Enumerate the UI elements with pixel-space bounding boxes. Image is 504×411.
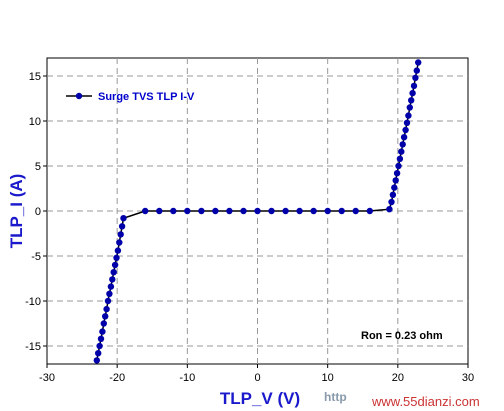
data-point — [412, 74, 419, 82]
y-tick-label: -10 — [25, 296, 41, 308]
data-point — [310, 207, 317, 215]
data-point — [118, 223, 126, 230]
x-tick-label: 20 — [392, 372, 404, 384]
data-point — [405, 112, 412, 119]
data-point — [282, 207, 289, 215]
data-point — [97, 335, 105, 342]
data-point — [400, 134, 408, 141]
data-point — [184, 207, 191, 215]
data-point — [409, 89, 416, 97]
data-point — [120, 215, 127, 222]
y-tick-label: 15 — [29, 71, 41, 83]
data-point — [106, 290, 113, 297]
x-axis-label: TLP_V (V) — [220, 389, 300, 408]
series-line — [96, 62, 419, 361]
data-point — [113, 254, 120, 261]
legend-label: Surge TVS TLP I-V — [98, 91, 195, 103]
data-point — [399, 141, 406, 148]
data-point — [415, 59, 422, 66]
ron-annotation: Ron = 0.23 ohm — [361, 330, 443, 342]
x-tick-label: -30 — [39, 372, 55, 384]
data-point — [116, 239, 123, 246]
data-point — [324, 207, 331, 215]
x-tick-label: 10 — [322, 372, 334, 384]
data-point — [366, 207, 373, 215]
data-point — [389, 191, 397, 198]
data-point — [110, 269, 117, 276]
legend: Surge TVS TLP I-V — [66, 91, 195, 103]
data-point — [114, 247, 122, 254]
y-axis-label: TLP_I (A) — [7, 174, 26, 249]
series-layer — [93, 59, 422, 364]
data-point — [296, 207, 303, 215]
data-point — [403, 119, 411, 127]
data-point — [96, 342, 103, 350]
data-point — [268, 207, 275, 215]
x-tick-label: -20 — [109, 372, 125, 384]
data-point — [93, 357, 101, 364]
data-point — [104, 297, 112, 305]
y-tick-label: -15 — [25, 341, 41, 353]
legend-marker — [75, 92, 83, 100]
data-point — [392, 177, 399, 184]
data-point — [398, 148, 405, 155]
data-point — [396, 155, 404, 162]
data-point — [100, 320, 108, 327]
data-point — [386, 206, 393, 213]
data-point — [338, 207, 345, 215]
data-point — [117, 231, 124, 238]
x-tick-label: 0 — [254, 372, 260, 384]
data-point — [388, 198, 395, 206]
data-point — [99, 328, 106, 335]
data-point — [107, 283, 115, 290]
watermark-site-text: www.55dianzi.com — [371, 394, 480, 409]
data-point — [95, 350, 102, 357]
data-point — [406, 104, 413, 111]
x-tick-label: -10 — [179, 372, 195, 384]
data-point — [170, 207, 177, 215]
x-tick-label: 30 — [462, 372, 474, 384]
data-point — [410, 82, 418, 90]
watermark: http www.55dianzi.com — [324, 390, 480, 409]
data-point — [111, 261, 119, 269]
y-tick-label: 10 — [29, 116, 41, 128]
y-tick-label: 0 — [35, 206, 41, 218]
axis-ticks: -30 -20 -10 0 10 20 30 -15 -10 -5 0 5 10 15 — [25, 71, 474, 384]
data-point — [103, 305, 110, 313]
data-point — [156, 207, 163, 215]
data-point — [240, 207, 247, 215]
data-point — [142, 207, 149, 215]
data-point — [212, 207, 219, 215]
data-point — [391, 184, 398, 191]
data-point — [393, 170, 401, 177]
data-point — [102, 313, 109, 320]
data-point — [402, 126, 409, 134]
data-point — [254, 207, 261, 215]
data-point — [352, 207, 359, 215]
data-point — [198, 207, 205, 215]
data-point — [413, 67, 420, 74]
y-tick-label: 5 — [35, 161, 41, 173]
y-tick-label: -5 — [31, 251, 41, 263]
watermark-faint-text: http — [324, 390, 347, 404]
data-point — [226, 207, 233, 215]
data-point — [395, 162, 402, 170]
data-point — [408, 97, 415, 104]
data-point — [109, 276, 116, 283]
